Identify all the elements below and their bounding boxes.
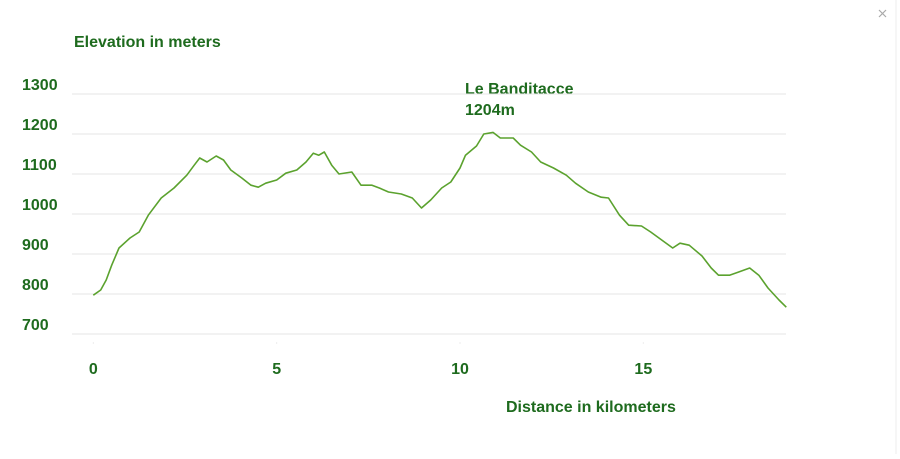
x-axis-title: Distance in kilometers bbox=[506, 399, 676, 416]
y-tick-label: 700 bbox=[22, 317, 49, 334]
x-tick-label: 5 bbox=[272, 361, 281, 378]
y-tick-label: 1200 bbox=[22, 117, 58, 134]
x-tick-label: 0 bbox=[89, 361, 98, 378]
x-tick-label: 10 bbox=[451, 361, 469, 378]
x-tick-label: 15 bbox=[634, 361, 652, 378]
y-tick-label: 1100 bbox=[22, 157, 57, 174]
annotation: Le Banditacce bbox=[465, 81, 574, 98]
y-tick-label: 800 bbox=[22, 277, 49, 294]
close-button[interactable] bbox=[878, 9, 887, 18]
elevation-line bbox=[92, 131, 787, 308]
y-axis-title: Elevation in meters bbox=[74, 34, 221, 51]
y-tick-label: 1000 bbox=[22, 197, 58, 214]
annotation: 1204m bbox=[465, 102, 515, 119]
y-tick-label: 900 bbox=[22, 237, 49, 254]
y-tick-label: 1300 bbox=[22, 77, 58, 94]
